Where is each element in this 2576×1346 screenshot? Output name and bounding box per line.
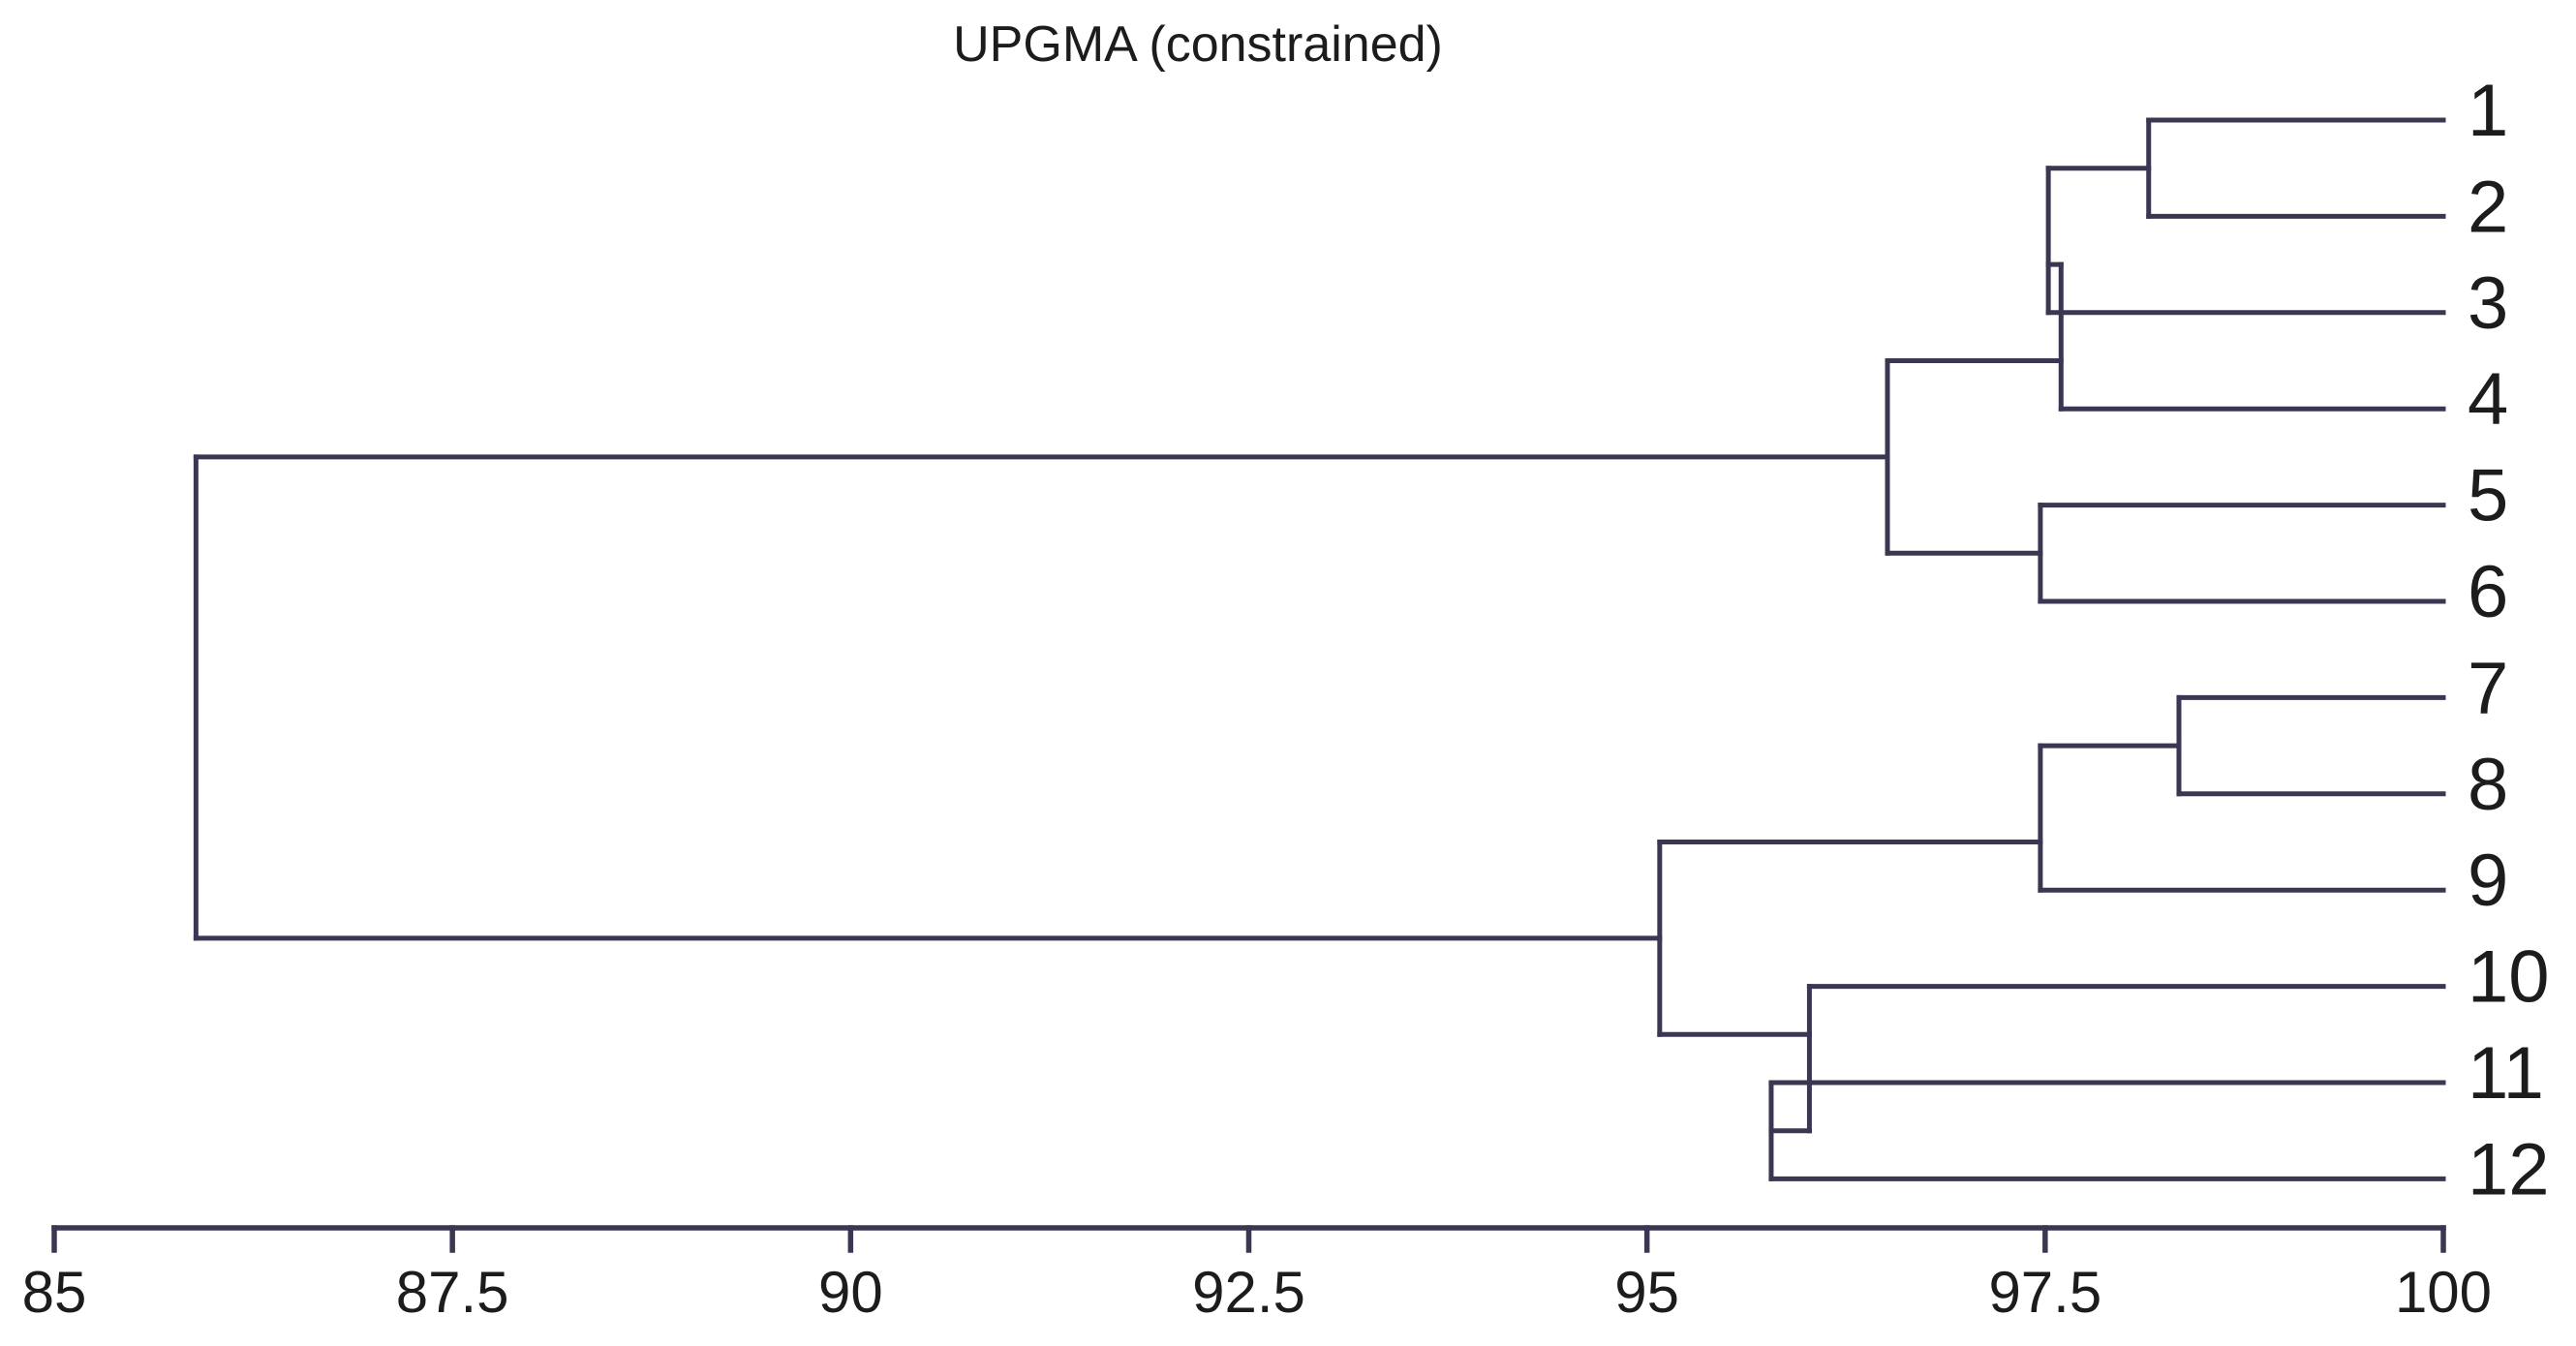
chart-title: UPGMA (constrained): [953, 16, 1443, 73]
x-axis-tick-label-97.5: 97.5: [1988, 1260, 2101, 1325]
x-axis-tick-label-90: 90: [818, 1260, 883, 1325]
leaf-label-10: 10: [2468, 936, 2550, 1019]
x-axis-tick-label-92.5: 92.5: [1192, 1260, 1305, 1325]
leaf-label-8: 8: [2468, 744, 2508, 826]
leaf-label-4: 4: [2468, 358, 2508, 441]
leaf-label-6: 6: [2468, 551, 2508, 633]
leaf-label-11: 11: [2468, 1032, 2544, 1115]
leaf-label-2: 2: [2468, 166, 2508, 248]
x-axis-tick-label-85: 85: [22, 1260, 87, 1325]
leaf-label-5: 5: [2468, 455, 2508, 537]
leaf-label-9: 9: [2468, 840, 2508, 922]
x-axis-tick-label-100: 100: [2395, 1260, 2492, 1325]
x-axis-tick-label-87.5: 87.5: [396, 1260, 509, 1325]
leaf-label-1: 1: [2468, 70, 2508, 152]
leaf-label-3: 3: [2468, 262, 2508, 345]
x-axis-tick-label-95: 95: [1614, 1260, 1679, 1325]
leaf-label-12: 12: [2468, 1128, 2550, 1210]
leaf-label-7: 7: [2468, 647, 2508, 729]
